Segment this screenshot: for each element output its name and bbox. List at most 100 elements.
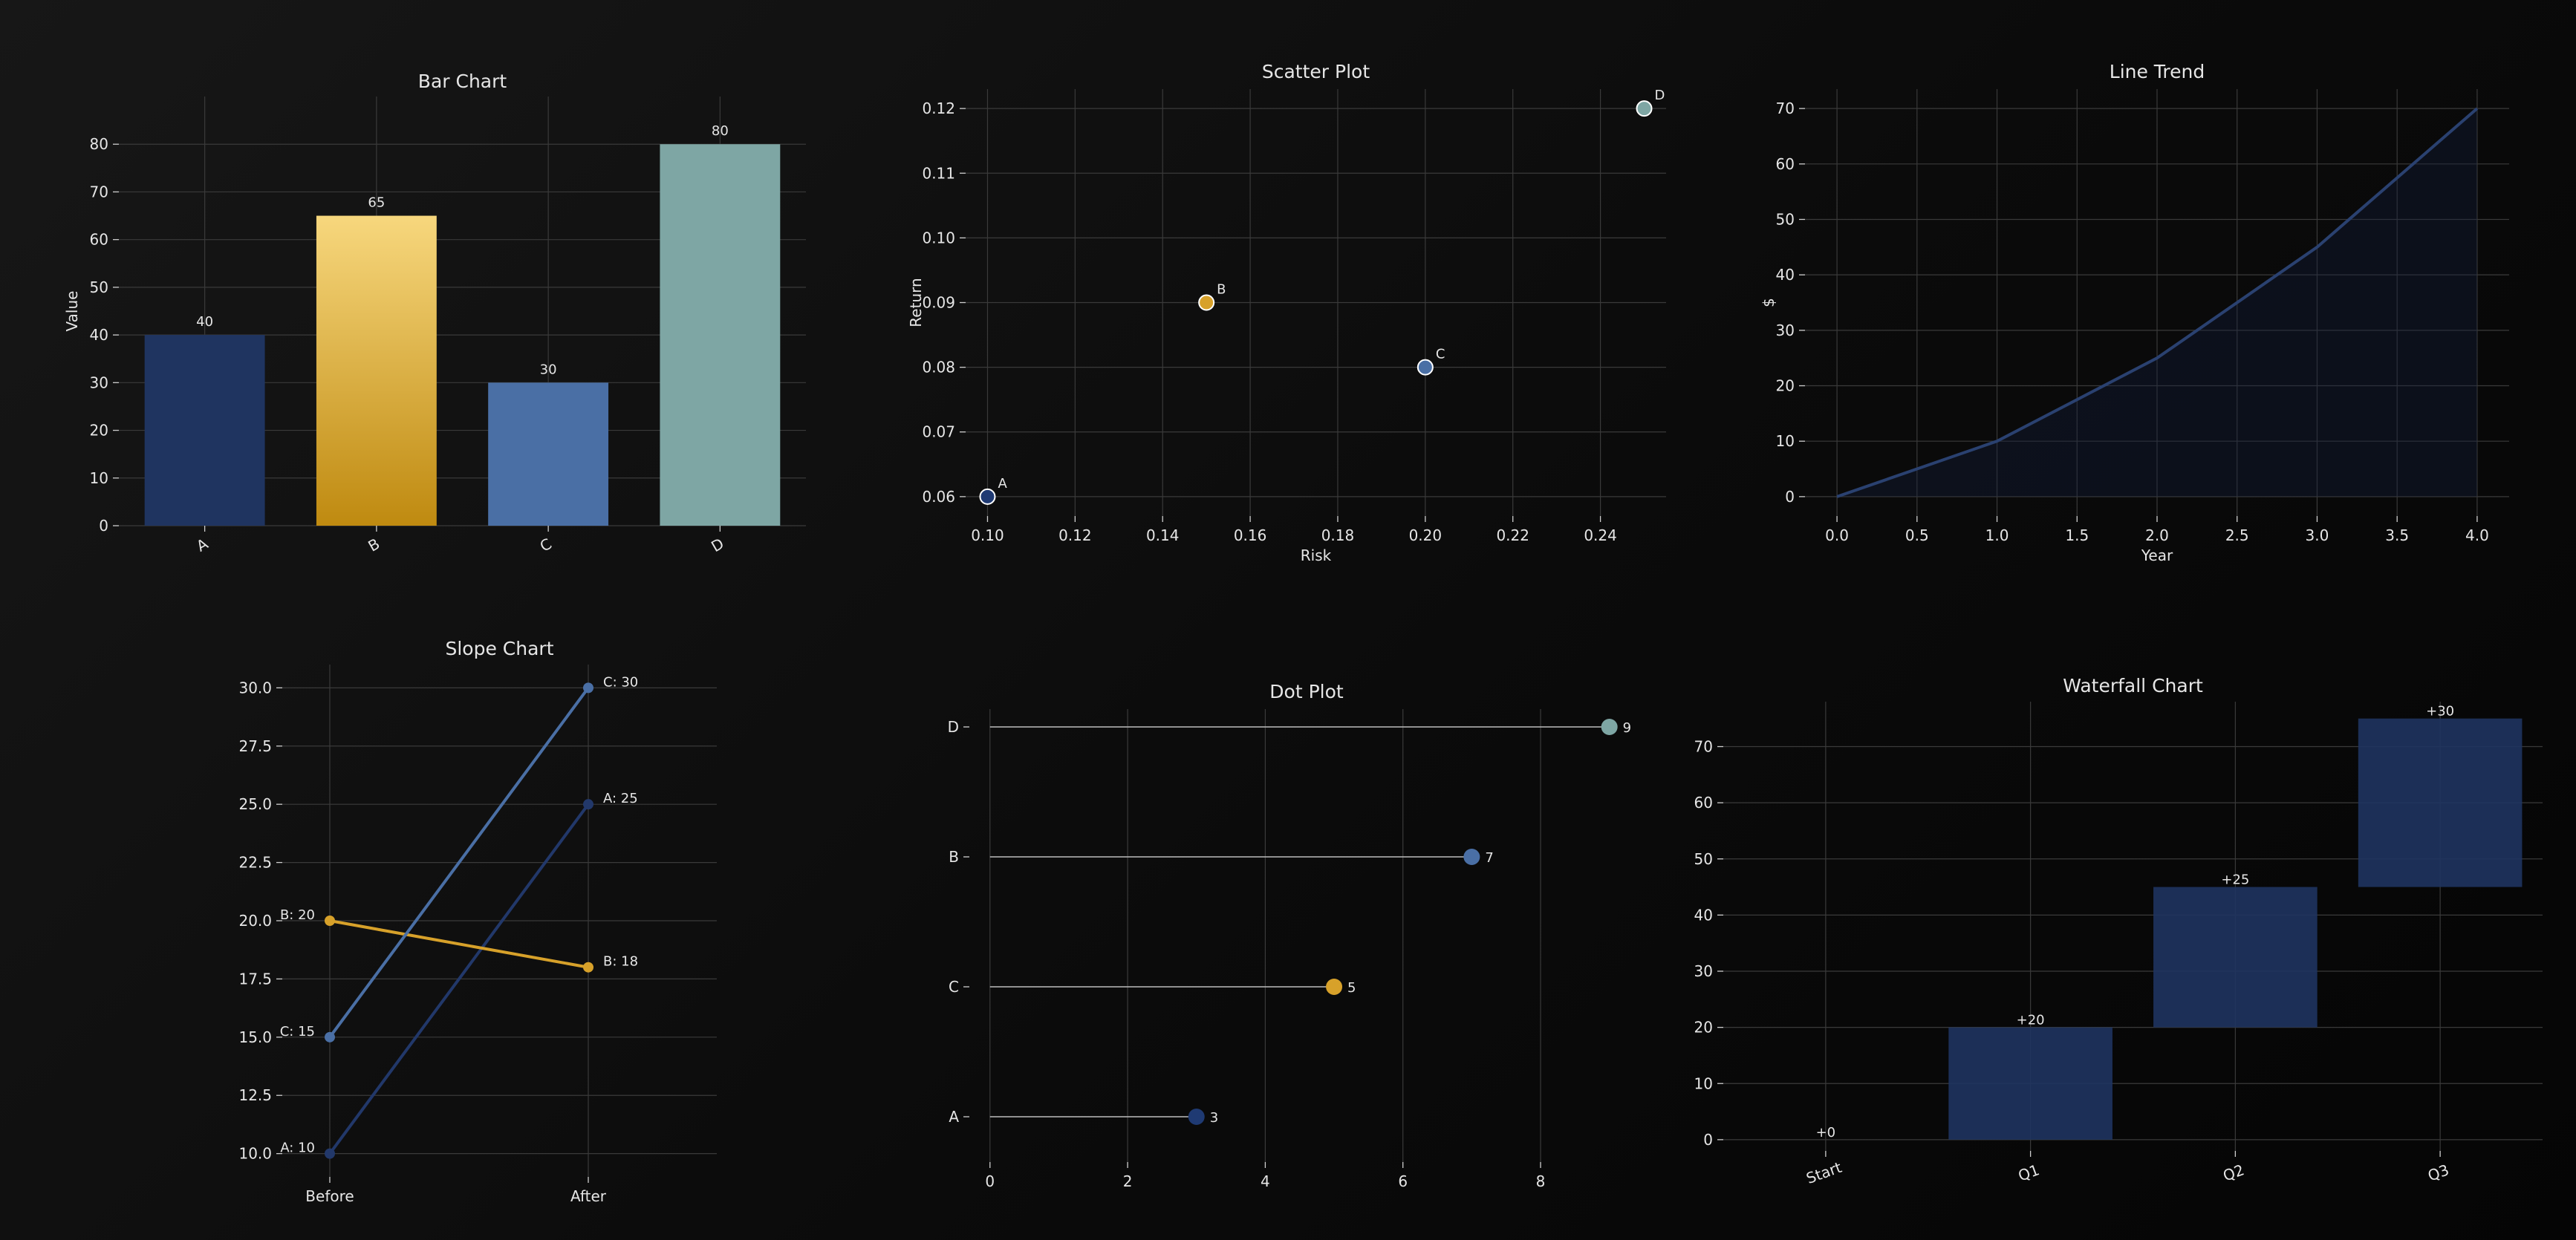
y-tick-label: 10 [90, 469, 108, 487]
chart-title: Bar Chart [418, 71, 507, 92]
panel-line: Line Trend 0.0 0.5 1.0 1.5 2.0 2.5 3.0 3.5 4.0 0 10… [1760, 61, 2509, 564]
x-tick-label: 3.0 [2306, 526, 2329, 544]
panel-slope: Slope Chart 10.0 12.5 15.0 17.5 20.0 22.5 25.0 2… [238, 638, 717, 1205]
y-tick-label: 40 [90, 326, 108, 344]
dot-value-label: 5 [1347, 980, 1356, 996]
y-tick-label: 20 [90, 422, 108, 440]
x-tick-label: 0 [985, 1172, 995, 1190]
dot-marker [1601, 719, 1618, 735]
slope-point [583, 799, 593, 810]
slope-label: A: 25 [603, 791, 638, 806]
point-label: A [998, 476, 1007, 492]
x-tick-label: 0.5 [1905, 526, 1929, 544]
y-tick-label: 60 [1694, 794, 1713, 812]
y-tick-label: 22.5 [238, 854, 272, 872]
slope-line [328, 687, 590, 1039]
x-tick-label: 8 [1536, 1172, 1546, 1190]
panel-dot: Dot Plot 0 2 4 6 8 A 3 C 5 B 7 D 9 [948, 681, 1632, 1190]
x-tick-label: 1.5 [2065, 526, 2089, 544]
y-tick-label: 60 [90, 231, 108, 249]
waterfall-bar [2153, 887, 2318, 1028]
y-tick-label: D [948, 718, 959, 736]
point-label: C [1436, 347, 1445, 362]
grid [989, 709, 1541, 1162]
y-tick-label: 50 [1776, 210, 1795, 228]
slope-point [325, 916, 335, 926]
x-tick-label: 4 [1261, 1172, 1270, 1190]
grid [1805, 89, 2509, 516]
slope-label: B: 18 [603, 954, 638, 970]
y-tick-label: 10 [1776, 432, 1795, 450]
x-tick-label: D [708, 535, 726, 555]
waterfall-label: +30 [2426, 704, 2454, 719]
waterfall-label: +20 [2017, 1013, 2045, 1028]
panel-waterfall: Waterfall Chart 0 10 20 30 40 50 60 70 +0 Start +20… [1694, 675, 2543, 1187]
y-tick-label: C [949, 978, 959, 996]
x-axis-label: Risk [1301, 546, 1332, 564]
bar-value-label: 65 [368, 195, 385, 211]
y-tick-label: 0.08 [922, 359, 955, 376]
point-label: D [1655, 88, 1665, 103]
y-tick-label: 30.0 [238, 679, 272, 696]
y-axis-label: $ [1760, 298, 1777, 307]
waterfall-bar [1948, 1027, 2112, 1140]
waterfall-bar [2358, 718, 2523, 887]
x-tick-label: Start [1803, 1158, 1844, 1187]
grid [282, 665, 717, 1177]
y-tick-label: 0.09 [922, 294, 955, 312]
slope-label: C: 15 [280, 1024, 315, 1040]
y-axis-label: Return [907, 278, 925, 327]
x-tick-label: Q3 [2425, 1161, 2451, 1184]
y-tick-label: 0 [1703, 1131, 1713, 1149]
y-tick-label: 0 [1785, 488, 1795, 506]
y-tick-label: 50 [90, 278, 108, 296]
y-tick-label: 27.5 [238, 737, 272, 755]
bar [660, 144, 781, 526]
slope-point [325, 1148, 335, 1159]
chart-title: Scatter Plot [1262, 61, 1370, 82]
y-tick-label: 10.0 [238, 1145, 272, 1163]
dot-value-label: 9 [1623, 720, 1631, 736]
scatter-point [1636, 100, 1653, 117]
x-tick-label: 1.0 [1985, 526, 2009, 544]
grid [966, 89, 1666, 516]
y-tick-label: 70 [1776, 99, 1795, 117]
x-tick-label: 0.18 [1321, 526, 1355, 544]
scatter-point [1417, 359, 1434, 376]
y-tick-label: 0.10 [922, 229, 955, 247]
scatter-point [1198, 294, 1215, 311]
x-tick-label: Q2 [2221, 1161, 2247, 1184]
y-tick-label: 0.11 [922, 164, 955, 182]
y-tick-label: 70 [90, 183, 108, 200]
x-tick-label: 2.5 [2225, 526, 2249, 544]
y-tick-label: 30 [1776, 322, 1795, 339]
bar [144, 335, 265, 526]
scatter-point [979, 488, 996, 505]
x-tick-label: After [570, 1187, 607, 1205]
slope-point [583, 962, 593, 973]
slope-line [328, 803, 590, 1155]
x-tick-label: 0.0 [1825, 526, 1849, 544]
x-tick-label: 0.20 [1409, 526, 1443, 544]
y-tick-label: 40 [1776, 266, 1795, 284]
x-tick-label: 0.24 [1584, 526, 1617, 544]
x-tick-label: 0.22 [1496, 526, 1529, 544]
y-tick-label: B [949, 848, 959, 866]
x-tick-label: 4.0 [2465, 526, 2489, 544]
panel-bar: Bar Chart 0 10 20 30 40 50 60 70 80 Value 40 A 65 B 30 C… [63, 71, 806, 555]
y-tick-label: 17.5 [238, 970, 272, 988]
x-tick-label: 0.12 [1058, 526, 1092, 544]
x-tick-label: 3.5 [2385, 526, 2409, 544]
y-tick-label: 70 [1694, 738, 1713, 756]
bar-value-label: 80 [712, 123, 729, 139]
slope-label: A: 10 [280, 1141, 315, 1156]
y-axis-label: Value [63, 291, 81, 332]
bar-value-label: 30 [540, 362, 557, 377]
y-tick-label: 20.0 [238, 912, 272, 930]
bar [316, 215, 437, 526]
y-tick-label: 30 [90, 373, 108, 391]
chart-title: Line Trend [2110, 61, 2205, 82]
y-tick-label: 15.0 [238, 1028, 272, 1046]
series-line [1836, 107, 2479, 498]
